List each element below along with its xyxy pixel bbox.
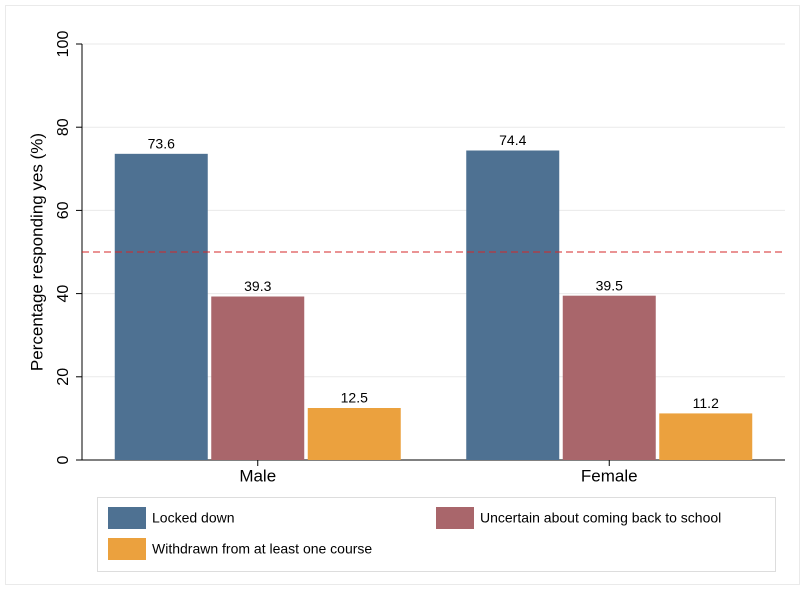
- y-tick-label: 60: [55, 201, 72, 219]
- legend-label: Locked down: [152, 510, 235, 526]
- bar: [562, 295, 656, 460]
- y-axis-title: Percentage responding yes (%): [27, 133, 46, 371]
- frame: [5, 5, 800, 585]
- legend-swatch: [108, 538, 146, 560]
- legend-label: Uncertain about coming back to school: [480, 510, 721, 526]
- legend-label: Withdrawn from at least one course: [152, 541, 372, 557]
- x-tick-label: Female: [581, 466, 638, 485]
- y-tick-label: 20: [55, 368, 72, 386]
- bar: [307, 408, 401, 460]
- bar: [114, 153, 208, 460]
- value-label: 39.3: [244, 278, 271, 294]
- bar: [659, 413, 753, 460]
- x-tick-label: Male: [239, 466, 276, 485]
- y-tick-label: 40: [55, 285, 72, 303]
- y-tick-label: 80: [55, 118, 72, 136]
- value-label: 74.4: [499, 132, 526, 148]
- legend-swatch: [436, 507, 474, 529]
- value-label: 39.5: [596, 277, 623, 293]
- value-label: 11.2: [693, 395, 719, 411]
- y-tick-label: 0: [55, 455, 72, 464]
- y-tick-label: 100: [55, 31, 72, 58]
- bar: [466, 150, 560, 460]
- bar: [211, 296, 305, 460]
- legend-swatch: [108, 507, 146, 529]
- value-label: 73.6: [148, 136, 175, 152]
- value-label: 12.5: [341, 390, 368, 406]
